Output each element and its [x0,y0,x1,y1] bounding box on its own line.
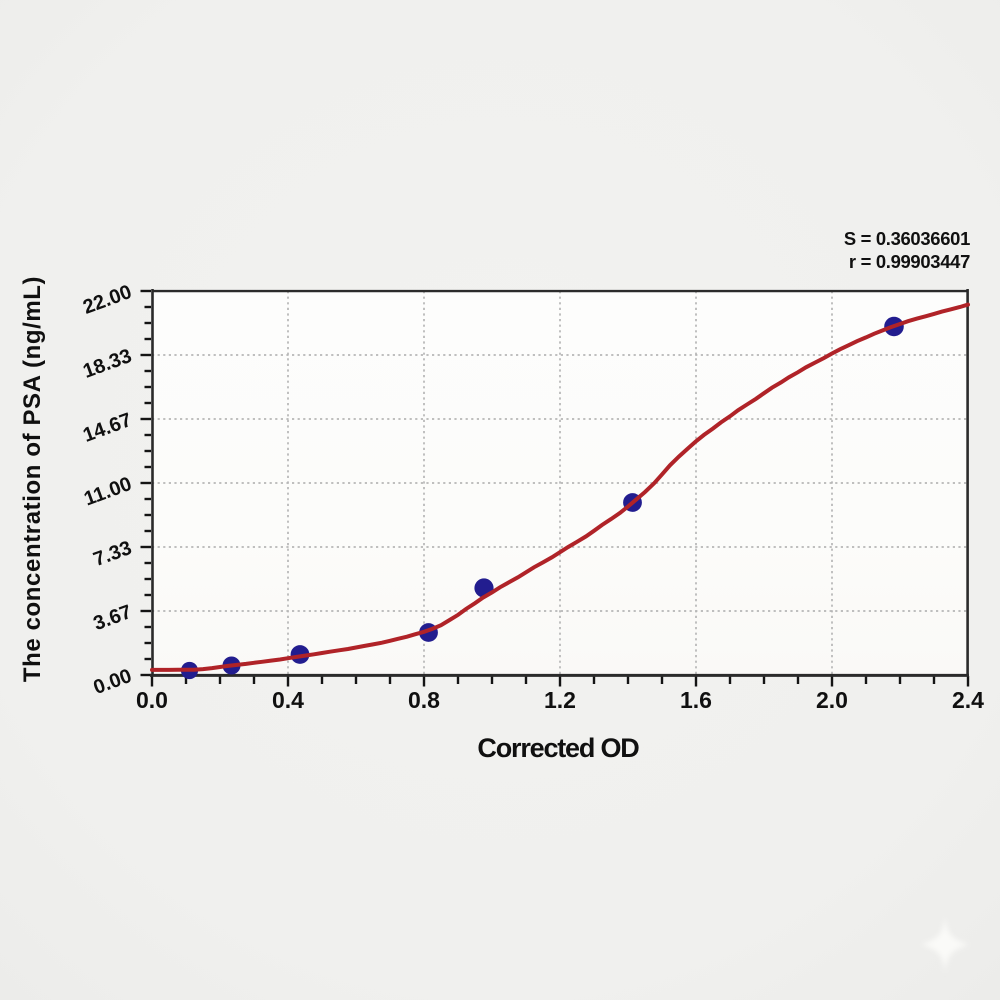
svg-text:The concentration of PSA (ng/m: The concentration of PSA (ng/mL) [19,276,46,682]
svg-text:0.4: 0.4 [272,687,304,713]
svg-text:1.2: 1.2 [544,687,576,713]
svg-text:Corrected OD: Corrected OD [477,733,639,763]
svg-text:S = 0.36036601: S = 0.36036601 [844,228,970,249]
svg-text:2.4: 2.4 [952,687,984,713]
svg-text:r = 0.99903447: r = 0.99903447 [849,251,970,272]
svg-text:0.0: 0.0 [136,687,168,713]
svg-text:0.8: 0.8 [408,687,440,713]
svg-text:2.0: 2.0 [816,687,848,713]
svg-text:1.6: 1.6 [680,687,712,713]
